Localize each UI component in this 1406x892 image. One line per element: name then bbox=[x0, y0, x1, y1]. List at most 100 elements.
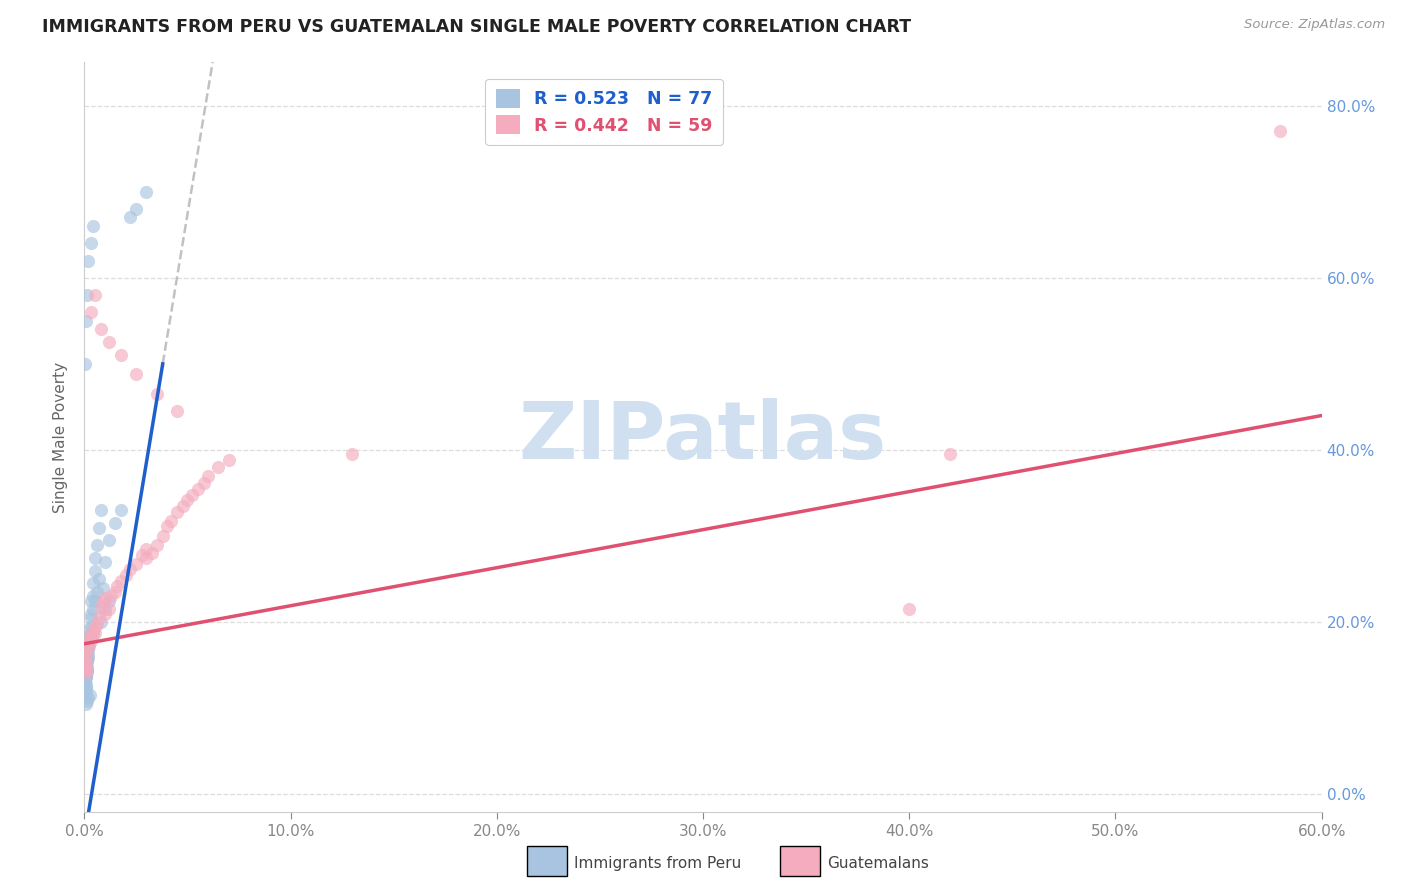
Point bbox=[75, 651, 97, 665]
Point bbox=[166, 404, 188, 418]
Point bbox=[82, 628, 104, 642]
Point bbox=[82, 590, 104, 604]
Point bbox=[76, 654, 98, 668]
Point bbox=[82, 576, 104, 591]
Point bbox=[90, 503, 112, 517]
Point bbox=[94, 591, 117, 606]
Point bbox=[87, 572, 110, 586]
Point bbox=[75, 697, 97, 711]
Point bbox=[90, 615, 112, 630]
Point bbox=[75, 665, 97, 680]
Point bbox=[135, 542, 157, 557]
Point bbox=[125, 557, 148, 571]
Point bbox=[197, 468, 219, 483]
Point bbox=[110, 574, 132, 588]
Point bbox=[141, 546, 163, 560]
Point bbox=[76, 649, 98, 664]
Point bbox=[83, 593, 105, 607]
Point bbox=[86, 585, 108, 599]
Point bbox=[110, 348, 132, 362]
Point bbox=[79, 305, 101, 319]
Point bbox=[77, 642, 100, 657]
Point bbox=[76, 660, 98, 674]
Point bbox=[73, 667, 96, 681]
Point bbox=[77, 631, 100, 645]
Point bbox=[110, 503, 132, 517]
Point bbox=[207, 460, 229, 475]
Point bbox=[91, 581, 114, 595]
Point bbox=[79, 619, 101, 633]
Text: Immigrants from Peru: Immigrants from Peru bbox=[574, 856, 741, 871]
Point bbox=[342, 447, 364, 461]
Point bbox=[77, 628, 100, 642]
Point bbox=[73, 654, 96, 668]
Point bbox=[75, 663, 97, 677]
Point bbox=[75, 660, 97, 674]
Point bbox=[77, 651, 100, 665]
Point bbox=[83, 288, 105, 302]
Point bbox=[76, 640, 98, 654]
Point bbox=[75, 645, 97, 659]
Point bbox=[145, 538, 167, 552]
Point bbox=[77, 631, 100, 645]
Point bbox=[83, 625, 105, 640]
Point bbox=[100, 590, 122, 604]
Point bbox=[75, 673, 97, 688]
Text: IMMIGRANTS FROM PERU VS GUATEMALAN SINGLE MALE POVERTY CORRELATION CHART: IMMIGRANTS FROM PERU VS GUATEMALAN SINGL… bbox=[42, 18, 911, 36]
Point bbox=[86, 538, 108, 552]
Point bbox=[180, 488, 202, 502]
Point bbox=[79, 689, 101, 703]
Point bbox=[77, 634, 100, 648]
Point bbox=[86, 617, 108, 632]
Point bbox=[1270, 124, 1292, 138]
Point bbox=[79, 236, 101, 251]
Point bbox=[135, 550, 157, 565]
Point bbox=[90, 599, 112, 614]
Text: Source: ZipAtlas.com: Source: ZipAtlas.com bbox=[1244, 18, 1385, 31]
Point bbox=[77, 637, 100, 651]
Point bbox=[79, 611, 101, 625]
Point bbox=[82, 219, 104, 233]
Point bbox=[118, 562, 141, 576]
Point bbox=[176, 492, 198, 507]
Point bbox=[76, 648, 98, 662]
Point bbox=[76, 288, 98, 302]
Point bbox=[83, 564, 105, 578]
Point bbox=[75, 665, 97, 679]
Legend: R = 0.523   N = 77, R = 0.442   N = 59: R = 0.523 N = 77, R = 0.442 N = 59 bbox=[485, 78, 723, 145]
Point bbox=[77, 691, 100, 706]
Point bbox=[76, 694, 98, 708]
Point bbox=[75, 670, 97, 684]
Point bbox=[75, 665, 97, 680]
Text: Guatemalans: Guatemalans bbox=[827, 856, 928, 871]
Point bbox=[125, 202, 148, 216]
Point bbox=[75, 314, 97, 328]
Point bbox=[77, 253, 100, 268]
Point bbox=[156, 518, 179, 533]
Text: ZIPatlas: ZIPatlas bbox=[519, 398, 887, 476]
Point bbox=[135, 185, 157, 199]
Point bbox=[75, 663, 97, 677]
Point bbox=[87, 520, 110, 534]
Point bbox=[82, 602, 104, 616]
Point bbox=[152, 529, 174, 543]
Point bbox=[76, 654, 98, 668]
Point bbox=[98, 533, 121, 548]
Point bbox=[75, 671, 97, 685]
Point bbox=[166, 505, 188, 519]
Point bbox=[75, 668, 97, 682]
Point bbox=[75, 682, 97, 697]
Point bbox=[125, 368, 148, 382]
Y-axis label: Single Male Poverty: Single Male Poverty bbox=[52, 361, 67, 513]
Point bbox=[898, 602, 921, 616]
Point bbox=[76, 663, 98, 677]
Point bbox=[939, 447, 962, 461]
Point bbox=[104, 585, 127, 599]
Point bbox=[160, 514, 183, 528]
Point bbox=[79, 607, 101, 621]
Point bbox=[75, 686, 97, 700]
Point bbox=[105, 579, 128, 593]
Point bbox=[94, 602, 117, 616]
Point bbox=[193, 475, 215, 490]
Point bbox=[75, 680, 97, 694]
